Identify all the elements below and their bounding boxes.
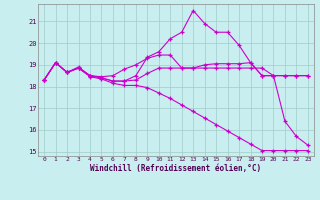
X-axis label: Windchill (Refroidissement éolien,°C): Windchill (Refroidissement éolien,°C): [91, 164, 261, 173]
